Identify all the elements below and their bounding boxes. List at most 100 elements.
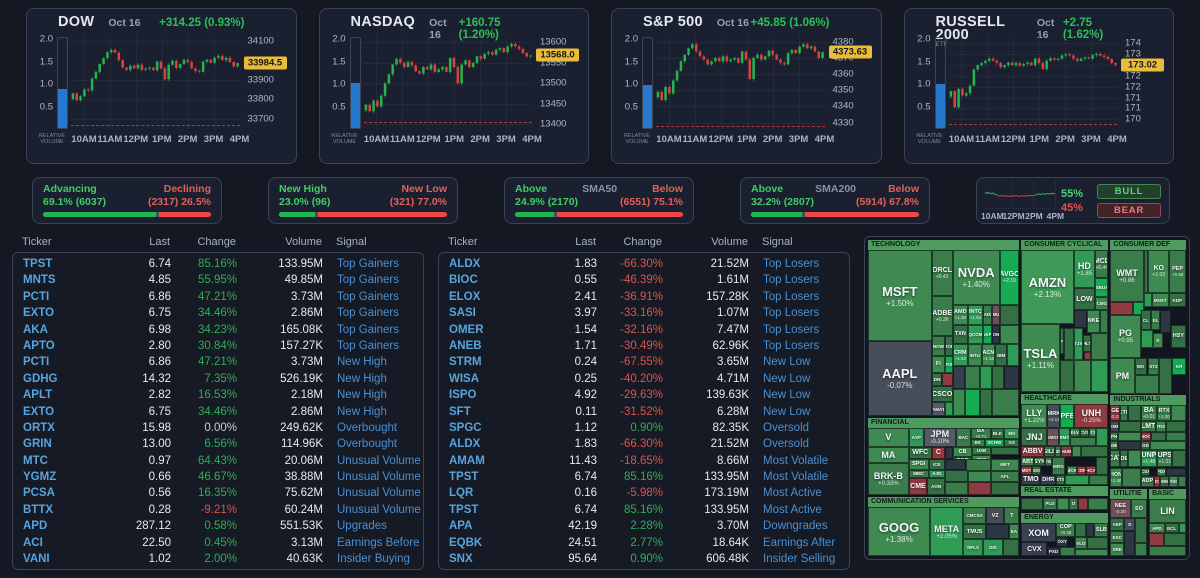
ticker-link[interactable]: APD	[23, 518, 99, 534]
heatmap-tile-WM[interactable]: WM	[1160, 476, 1169, 487]
heatmap-tile-T[interactable]: T	[1004, 507, 1019, 524]
heatmap-tile-CME[interactable]: CME	[909, 478, 927, 495]
heatmap-tile-ETN[interactable]: ETN	[1120, 405, 1128, 421]
signal-link[interactable]: Top Gainers	[323, 338, 423, 354]
heatmap-tile-CSX[interactable]: CSX	[1141, 468, 1151, 476]
heatmap-tile[interactable]	[945, 447, 953, 459]
signal-link[interactable]: Top Losers	[749, 272, 849, 288]
signal-link[interactable]: Top Losers	[749, 305, 849, 321]
heatmap-tile-JNJ[interactable]: JNJ	[1021, 428, 1047, 446]
heatmap-tile-EA[interactable]: EA	[1009, 524, 1020, 540]
heatmap-tile-RSG[interactable]: RSG	[1169, 476, 1178, 487]
heatmap-tile-UNP[interactable]: UNP+1.48	[1141, 450, 1158, 468]
signal-link[interactable]: Insider Selling	[749, 551, 849, 567]
heatmap-tile-ISRG[interactable]: ISRG+0.37	[1052, 457, 1065, 475]
heatmap-tile-MDT[interactable]: MDT	[1021, 466, 1031, 475]
heatmap-tile-APD[interactable]: APD	[1149, 523, 1164, 533]
heatmap-tile[interactable]	[1065, 475, 1089, 485]
heatmap-tile[interactable]	[1166, 421, 1186, 432]
heatmap-tile-ADBE[interactable]: ADBE+0.36	[932, 296, 953, 336]
ticker-link[interactable]: AKA	[23, 322, 99, 338]
heatmap-tile-SBUX[interactable]: SBUX+2.37	[1095, 278, 1108, 296]
signal-link[interactable]: New Low	[749, 404, 849, 420]
heatmap-tile-MA[interactable]: MA	[868, 447, 909, 463]
ticker-link[interactable]: GDHG	[23, 371, 99, 387]
heatmap-tile[interactable]	[945, 459, 966, 470]
heatmap-tile[interactable]	[1074, 360, 1091, 393]
heatmap-tile-CRM[interactable]: CRM+1.92	[953, 344, 968, 366]
heatmap-tile-AMZN[interactable]: AMZN+2.13%	[1021, 250, 1073, 324]
heatmap-tile-KDP[interactable]: KDP	[1169, 293, 1186, 307]
signal-link[interactable]: New Low	[749, 354, 849, 370]
heatmap-tile-LIN[interactable]: LIN	[1149, 499, 1186, 523]
heatmap-tile[interactable]	[1081, 446, 1109, 457]
heatmap-tile-MU[interactable]: MU-0.19	[992, 305, 1000, 325]
ticker-link[interactable]: WISA	[449, 371, 525, 387]
heatmap-tile-MCD[interactable]: MCD+0.44	[1095, 250, 1108, 278]
signal-link[interactable]: Unusual Volume	[323, 469, 423, 485]
heatmap-tile[interactable]	[992, 366, 1004, 389]
heatmap-tile[interactable]	[1128, 405, 1140, 421]
heatmap-tile-SRE[interactable]: SRE	[1110, 543, 1124, 556]
heatmap-tile-ROP[interactable]: ROP	[945, 336, 953, 356]
heatmap-tile[interactable]	[1086, 523, 1095, 537]
signal-link[interactable]: Most Active	[749, 485, 849, 501]
heatmap-tile-PFE[interactable]: PFE	[1060, 404, 1074, 428]
heatmap-tile-NKE[interactable]: NKE	[1087, 310, 1099, 333]
heatmap-tile-ABBV[interactable]: ABBV	[1021, 446, 1044, 457]
heatmap-tile-ICE[interactable]: ICE	[929, 459, 946, 470]
heatmap-tile-TMUS[interactable]: TMUS	[963, 524, 986, 540]
heatmap-tile-CMG[interactable]: CMG	[1095, 297, 1108, 310]
heatmap-tile[interactable]	[1075, 549, 1108, 556]
heatmap-tile-ACN[interactable]: ACN+1.16	[982, 344, 996, 366]
heatmap-tile[interactable]	[945, 470, 968, 482]
heatmap-tile-SYK[interactable]: SYK	[1034, 457, 1044, 466]
signal-link[interactable]: Top Gainers	[323, 305, 423, 321]
signal-link[interactable]: Unusual Volume	[323, 485, 423, 501]
heatmap-tile[interactable]	[1074, 310, 1088, 328]
heatmap-tile-ADI[interactable]: ADI+0.98	[983, 305, 992, 325]
heatmap-tile[interactable]	[1060, 360, 1074, 393]
heatmap-tile-BK[interactable]: BK	[971, 439, 985, 446]
heatmap-tile-PM[interactable]: PM	[1110, 358, 1134, 394]
heatmap-tile-EL[interactable]: EL	[1151, 310, 1160, 330]
heatmap-tile-MSFT[interactable]: MSFT+1.50%	[868, 250, 932, 341]
heatmap-tile-IBM[interactable]: IBM	[995, 344, 1007, 366]
heatmap-tile-GILD[interactable]: GILD	[1044, 446, 1055, 457]
heatmap-tile[interactable]	[980, 366, 992, 389]
heatmap-tile-HON[interactable]: HON+1.46	[1110, 468, 1121, 488]
signal-link[interactable]: New Low	[749, 371, 849, 387]
ticker-link[interactable]: BTTX	[23, 502, 99, 518]
heatmap-tile-ZTS[interactable]: ZTS	[1056, 475, 1065, 485]
heatmap-tile[interactable]	[992, 389, 1019, 416]
heatmap-tile-CB[interactable]: CB	[953, 447, 973, 457]
heatmap-tile-MCK[interactable]: MCK	[1067, 466, 1077, 475]
heatmap-tile-MET[interactable]: MET	[991, 459, 1020, 471]
heatmap-tile[interactable]	[980, 389, 992, 416]
heatmap-tile-C[interactable]: C	[932, 447, 946, 459]
heatmap-tile-LLY[interactable]: LLY+1.22%	[1021, 404, 1047, 428]
heatmap-tile-AMAT[interactable]: AMAT-0.10	[932, 402, 946, 415]
heatmap-tile-GE[interactable]: GE-0.22	[1110, 405, 1120, 421]
signal-link[interactable]: Top Gainers	[323, 289, 423, 305]
heatmap-tile-ORCL[interactable]: ORCL+0.42	[932, 250, 953, 296]
heatmap-tile-MS[interactable]: MS+1.21	[1004, 428, 1019, 440]
heatmap-tile[interactable]	[942, 373, 953, 386]
heatmap-tile[interactable]	[1007, 344, 1019, 366]
